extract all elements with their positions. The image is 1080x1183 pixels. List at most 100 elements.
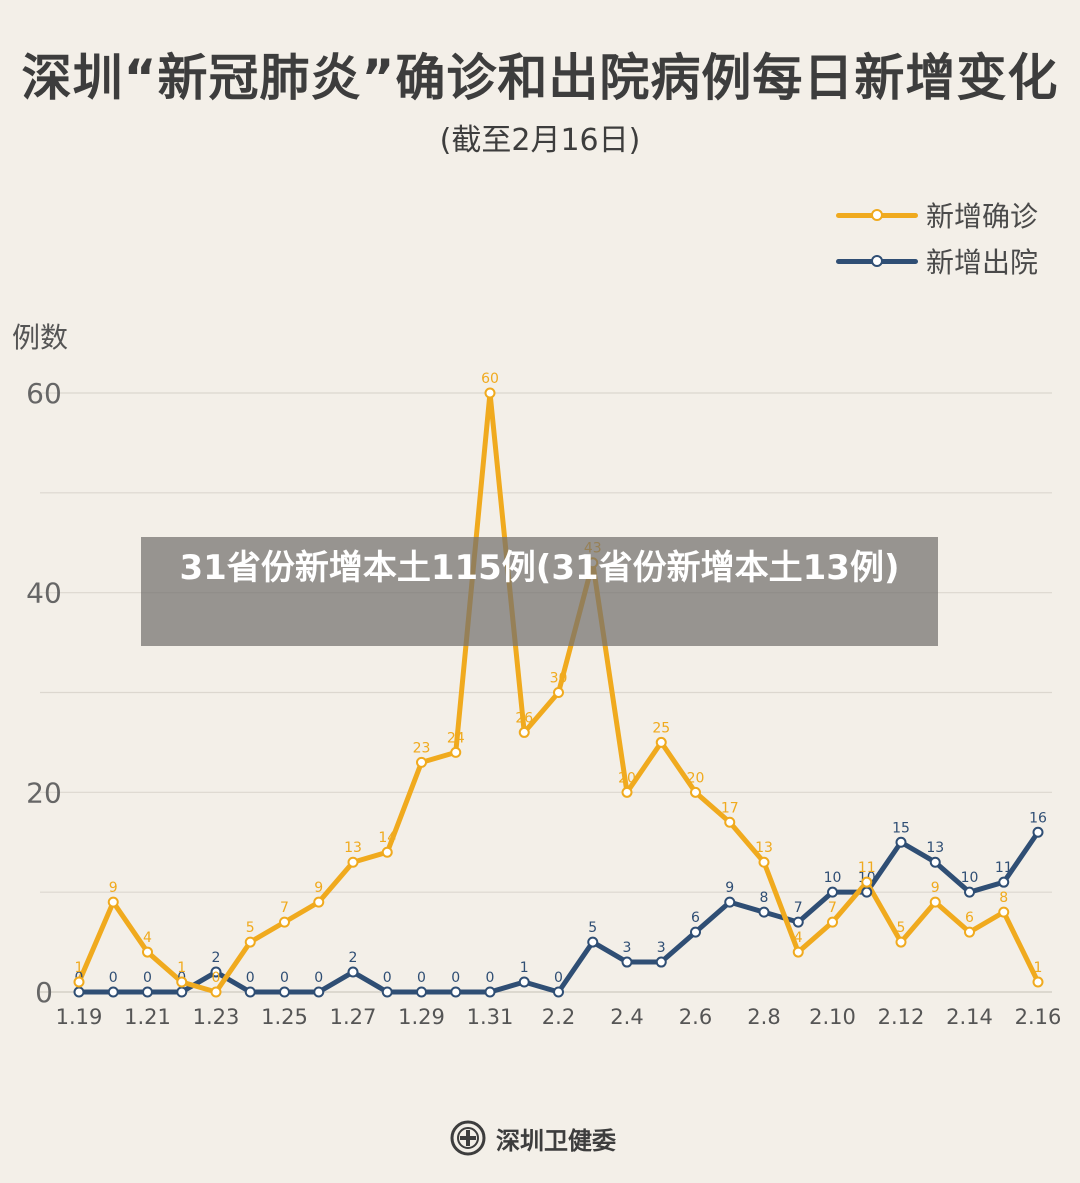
data-label-confirmed: 0: [212, 970, 221, 986]
y-tick-label: 0: [35, 976, 53, 1009]
data-point-confirmed: [895, 936, 907, 948]
y-axis-label: 例数: [12, 321, 69, 354]
x-tick-label: 2.6: [679, 1005, 712, 1029]
data-label-confirmed: 5: [897, 920, 906, 936]
data-point-confirmed: [655, 736, 667, 748]
data-point-discharged: [690, 926, 701, 938]
x-tick-label: 2.2: [542, 1005, 575, 1029]
data-label-discharged: 0: [246, 970, 255, 986]
data-label-confirmed: 13: [755, 840, 773, 856]
x-tick-label: 2.14: [946, 1005, 993, 1029]
data-point-discharged: [587, 936, 599, 948]
data-point-discharged: [724, 896, 736, 908]
data-point-confirmed: [827, 916, 838, 928]
data-point-discharged: [142, 986, 153, 998]
data-point-confirmed: [724, 816, 736, 828]
data-point-confirmed: [450, 746, 462, 758]
data-point-discharged: [518, 976, 530, 988]
data-label-confirmed: 9: [109, 880, 118, 896]
x-tick-label: 2.4: [610, 1005, 643, 1029]
data-label-discharged: 0: [451, 970, 460, 986]
news-headline-overlay[interactable]: 31省份新增本土115例(31省份新增本土13例): [141, 537, 938, 646]
data-point-confirmed: [1032, 976, 1044, 988]
data-point-discharged: [210, 966, 222, 978]
x-tick-label: 1.27: [330, 1005, 377, 1029]
data-label-confirmed: 6: [965, 910, 974, 926]
data-point-confirmed: [758, 856, 770, 868]
x-tick-label: 2.8: [747, 1005, 780, 1029]
data-point-confirmed: [416, 756, 427, 768]
data-label-discharged: 0: [383, 970, 392, 986]
data-label-discharged: 6: [691, 910, 700, 926]
data-label-confirmed: 23: [413, 740, 431, 756]
data-label-discharged: 5: [588, 920, 597, 936]
data-label-confirmed: 7: [828, 900, 837, 916]
data-label-discharged: 13: [926, 840, 944, 856]
data-label-confirmed: 24: [447, 730, 465, 746]
data-label-discharged: 0: [109, 970, 118, 986]
data-point-confirmed: [107, 896, 119, 908]
legend-item-discharged: 新增出院: [836, 238, 1076, 284]
data-point-discharged: [347, 966, 359, 978]
chart-legend: 新增确诊 新增出院: [836, 192, 1076, 284]
legend-label-discharged: 新增出院: [926, 246, 1039, 279]
data-point-discharged: [655, 956, 667, 968]
data-label-discharged: 0: [280, 970, 289, 986]
data-label-discharged: 0: [554, 970, 563, 986]
data-point-confirmed: [553, 687, 564, 698]
data-label-confirmed: 14: [378, 830, 396, 846]
x-tick-label: 1.31: [467, 1005, 514, 1029]
data-point-discharged: [176, 986, 188, 998]
data-point-discharged: [895, 836, 907, 848]
data-point-confirmed: [690, 786, 701, 798]
series-line-discharged: [76, 829, 1041, 995]
data-point-confirmed: [347, 856, 359, 868]
data-point-confirmed: [964, 926, 975, 938]
data-point-discharged: [244, 986, 256, 998]
legend-item-confirmed: 新增确诊: [836, 192, 1076, 238]
y-tick-label: 60: [26, 377, 62, 410]
data-label-confirmed: 1: [177, 960, 186, 976]
x-tick-label: 2.16: [1015, 1005, 1062, 1029]
footer-org-name: 深圳卫健委: [496, 1126, 616, 1155]
data-point-discharged: [621, 956, 633, 968]
x-tick-label: 1.23: [193, 1005, 240, 1029]
chart-subtitle: (截至2月16日): [439, 123, 641, 158]
data-point-discharged: [553, 986, 564, 998]
data-label-confirmed: 1: [1034, 960, 1043, 976]
data-point-confirmed: [861, 876, 873, 888]
data-point-discharged: [758, 906, 770, 918]
data-point-discharged: [73, 986, 85, 998]
chart-title: 深圳“新冠肺炎”确诊和出院病例每日新增变化: [21, 49, 1059, 107]
data-point-discharged: [929, 856, 941, 868]
data-point-discharged: [416, 986, 427, 998]
data-label-discharged: 0: [143, 970, 152, 986]
data-label-discharged: 8: [760, 890, 769, 906]
data-point-confirmed: [381, 846, 393, 858]
legend-swatch-confirmed: [836, 205, 918, 225]
data-label-discharged: 9: [725, 880, 734, 896]
data-label-confirmed: 30: [550, 671, 568, 687]
data-label-confirmed: 25: [652, 720, 670, 736]
legend-swatch-discharged: [836, 251, 918, 271]
data-point-confirmed: [929, 896, 941, 908]
data-point-discharged: [861, 886, 873, 898]
x-tick-label: 2.12: [878, 1005, 925, 1029]
data-point-discharged: [1032, 826, 1044, 838]
data-label-confirmed: 9: [931, 880, 940, 896]
data-label-confirmed: 13: [344, 840, 362, 856]
footer-credit: 深圳卫健委: [450, 1120, 616, 1156]
data-label-discharged: 1: [520, 960, 529, 976]
data-label-discharged: 3: [623, 940, 632, 956]
y-tick-label: 40: [26, 577, 62, 610]
data-point-discharged: [107, 986, 119, 998]
data-point-discharged: [998, 876, 1010, 888]
data-label-confirmed: 60: [481, 371, 499, 387]
data-point-confirmed: [176, 976, 188, 988]
data-label-discharged: 11: [995, 860, 1013, 876]
data-point-confirmed: [244, 936, 256, 948]
data-point-confirmed: [998, 906, 1010, 918]
health-commission-emblem-icon: [450, 1120, 486, 1156]
data-label-discharged: 10: [961, 870, 979, 886]
data-label-discharged: 16: [1029, 810, 1047, 826]
